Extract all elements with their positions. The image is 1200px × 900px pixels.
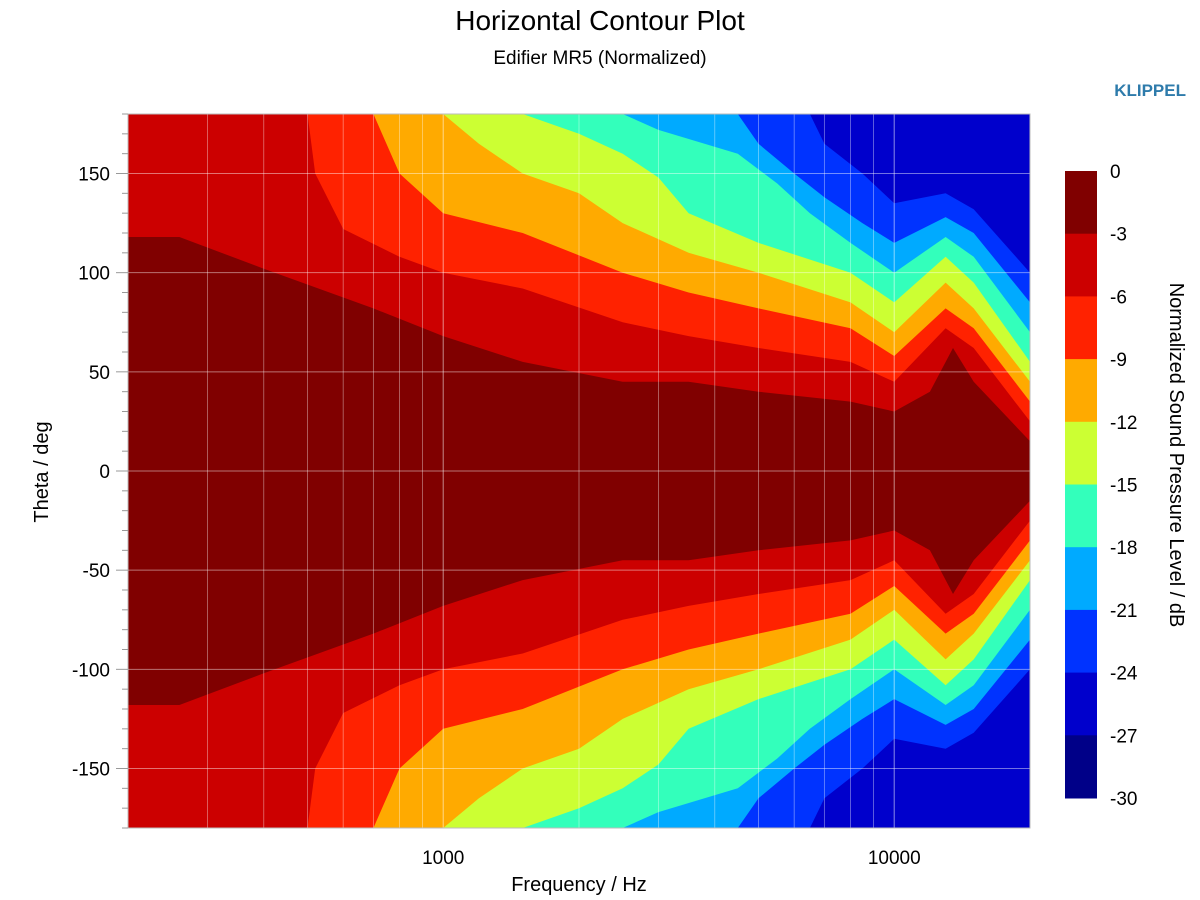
x-axis: 1000 10000 [422, 848, 921, 869]
colorbar-label: Normalized Sound Pressure Level / dB [1165, 283, 1187, 628]
colorbar-swatch [1065, 421, 1097, 485]
contour-band-bottom-21 [128, 639, 1030, 828]
colorbar-tick-label: -24 [1110, 664, 1138, 685]
x-axis-label: Frequency / Hz [511, 874, 647, 896]
colorbar-swatch [1065, 484, 1097, 548]
colorbar-tick-label: -15 [1110, 476, 1137, 497]
grid-lines [128, 114, 1030, 828]
colorbar-tick-label: -30 [1110, 789, 1137, 810]
y-tick-label: -50 [83, 561, 110, 582]
colorbar-tick-label: -12 [1110, 413, 1137, 434]
y-axis-label: Theta / deg [31, 421, 53, 522]
y-tick-label: -150 [72, 760, 110, 781]
colorbar-tick-label: -27 [1110, 726, 1137, 747]
x-tick-label: 10000 [868, 848, 921, 869]
colorbar-swatch [1065, 672, 1097, 736]
brand-logo: KLIPPEL [1114, 81, 1186, 100]
contour-fill-group [128, 114, 1030, 828]
colorbar-tick-label: -9 [1110, 350, 1127, 371]
colorbar-swatch [1065, 171, 1097, 235]
colorbar-swatch [1065, 735, 1097, 799]
colorbar-swatch [1065, 609, 1097, 674]
colorbar-swatch [1065, 359, 1097, 423]
y-tick-label: 0 [99, 462, 110, 483]
colorbar-tick-label: -6 [1110, 287, 1127, 308]
colorbar-tick-label: -21 [1110, 601, 1137, 622]
chart-subtitle: Edifier MR5 (Normalized) [493, 48, 706, 69]
chart-title: Horizontal Contour Plot [455, 5, 745, 36]
colorbar: 0 -3 -6 -9 -12 -15 -18 -21 -24 -27 -30 [1065, 162, 1138, 810]
colorbar-swatch [1065, 296, 1097, 360]
x-tick-label: 1000 [422, 848, 464, 869]
contour-band-bottom-24 [128, 669, 1030, 828]
y-tick-label: 50 [89, 363, 110, 384]
y-axis: 150 100 50 0 -50 -100 -150 [72, 113, 128, 829]
contour-band-top-21 [128, 114, 1030, 303]
y-tick-label: -100 [72, 660, 110, 681]
colorbar-tick-label: 0 [1110, 162, 1121, 183]
contour-band-top-24 [128, 114, 1030, 273]
y-tick-label: 100 [78, 264, 110, 285]
colorbar-swatch [1065, 233, 1097, 297]
colorbar-swatch [1065, 547, 1097, 611]
y-tick-label: 150 [78, 165, 110, 186]
colorbar-tick-label: -18 [1110, 538, 1137, 559]
colorbar-tick-label: -3 [1110, 225, 1127, 246]
